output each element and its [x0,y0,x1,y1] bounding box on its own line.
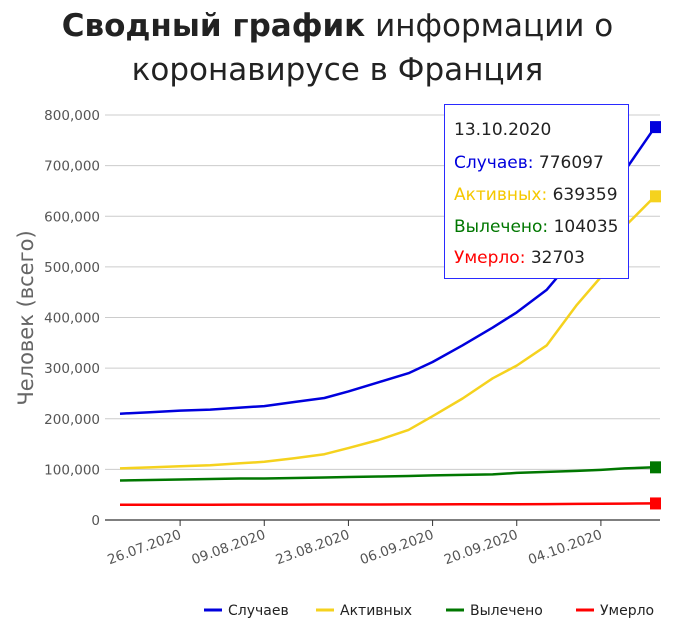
y-tick-label: 100,000 [44,462,100,478]
title-line-1: Сводный график информации о [0,4,675,48]
x-tick-label: 23.08.2020 [274,527,352,568]
y-tick-label: 200,000 [44,412,100,428]
legend: Случаев Активных Вылечено Умерло [204,603,654,619]
y-tick-label: 300,000 [44,361,100,377]
tooltip-active-value: 639359 [552,185,618,205]
tooltip-recovered-value: 104035 [553,217,619,237]
y-axis-label: Человек (всего) [14,230,38,405]
tooltip-cases-label: Случаев: [454,153,534,173]
tooltip-cases-value: 776097 [538,153,604,173]
y-tick-label: 500,000 [44,260,100,276]
tooltip-active-label: Активных: [454,185,548,205]
title-line-2: коронавирусе в Франция [131,52,544,88]
tooltip-active: Активных: 639359 [454,185,618,205]
tooltip-deaths: Умерло: 32703 [454,248,585,268]
tooltip-deaths-label: Умерло: [454,248,526,268]
chart-title: Сводный график информации о коронавирусе… [0,4,675,92]
y-tick-label: 0 [91,513,100,529]
y-tick-label: 400,000 [44,311,100,327]
title-bold: Сводный график [61,8,366,44]
data-tooltip: 13.10.2020 Случаев: 776097 Активных: 639… [444,104,629,279]
series-line-3 [120,502,656,507]
y-tick-label: 600,000 [44,209,100,225]
series-line-1 [119,195,656,470]
tooltip-recovered-label: Вылечено: [454,217,549,237]
tooltip-deaths-value: 32703 [530,248,585,268]
series-end-marker-0 [650,121,661,134]
x-tick-label: 04.10.2020 [526,527,604,568]
tooltip-cases: Случаев: 776097 [454,153,604,173]
series-end-marker-3 [650,497,661,510]
x-tick-label: 06.09.2020 [358,527,436,568]
y-tick-label: 700,000 [44,159,100,175]
legend-label: Активных [340,603,412,619]
series-end-marker-2 [650,461,661,474]
x-tick-label: 26.07.2020 [105,527,183,568]
y-axis-ticks: 0 100,000 200,000 300,000 400,000 500,000 600,… [44,108,100,529]
legend-label: Вылечено [470,603,543,619]
series-line-2 [119,466,656,482]
series-end-marker-1 [650,190,661,203]
x-axis-ticks: 26.07.2020 09.08.2020 23.08.2020 06.09.2020… [105,520,604,568]
y-tick-label: 800,000 [44,108,100,124]
legend-label: Случаев [228,603,289,619]
legend-label: Умерло [600,603,654,619]
tooltip-date: 13.10.2020 [454,120,552,140]
x-tick-label: 09.08.2020 [190,527,268,568]
title-rest: информации о [375,8,614,44]
tooltip-recovered: Вылечено: 104035 [454,217,618,237]
x-tick-label: 20.09.2020 [442,527,520,568]
